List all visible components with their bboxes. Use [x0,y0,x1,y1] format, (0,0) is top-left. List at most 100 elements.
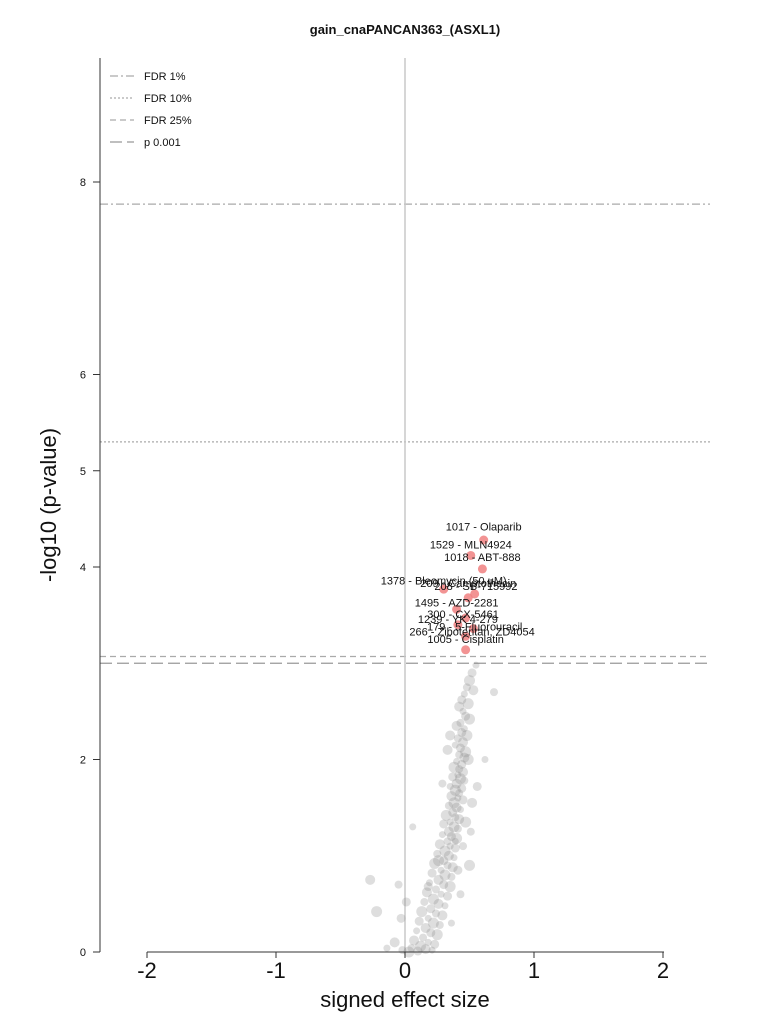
nonsignificant-point [413,946,423,956]
nonsignificant-point [464,713,475,725]
y-axis-ticks: 0 2 4 5 6 8 [80,177,100,959]
nonsignificant-point [456,718,465,727]
nonsignificant-point [457,759,467,769]
nonsignificant-point [462,698,474,710]
nonsignificant-point [435,921,444,930]
nonsignificant-point [416,906,428,918]
nonsignificant-point [450,854,458,862]
nonsignificant-point [438,779,447,788]
x-tick-label: 1 [528,958,540,983]
nonsignificant-point [472,661,480,669]
nonsignificant-point [423,882,433,892]
x-tick-label: 0 [399,958,411,983]
nonsignificant-point [460,746,472,758]
nonsignificant-point [409,823,417,831]
legend-label: p 0.001 [144,137,181,149]
nonsignificant-point [464,675,475,687]
nonsignificant-point [439,845,451,857]
significant-point [461,613,471,623]
nonsignificant-point [451,837,459,845]
x-tick-label: 2 [657,958,669,983]
significant-point [479,535,489,545]
nonsignificant-point [431,909,440,918]
nonsignificant-point [472,781,482,791]
nonsignificant-point [447,862,458,873]
nonsignificant-point [457,728,467,738]
nonsignificant-points [365,661,499,958]
nonsignificant-point [451,832,463,844]
significant-point-label: 300 - CX-5461 [427,609,499,621]
nonsignificant-point [396,913,406,923]
significant-point [452,604,462,614]
nonsignificant-point [453,824,462,833]
nonsignificant-point [446,818,454,826]
nonsignificant-point [456,806,464,814]
significant-points [439,535,489,655]
legend-label: FDR 1% [144,71,186,83]
legend-label: FDR 25% [144,115,192,127]
nonsignificant-point [442,744,453,755]
nonsignificant-point [467,668,477,678]
significant-point-label: 1378 - Bleomycin (50 uM) [381,575,507,587]
nonsignificant-point [448,772,458,782]
significant-point [463,593,473,603]
nonsignificant-point [430,939,440,949]
nonsignificant-point [459,707,467,715]
nonsignificant-point [371,906,383,918]
nonsignificant-point [481,756,489,763]
nonsignificant-point [451,741,459,749]
nonsignificant-point [409,935,420,946]
nonsignificant-point [458,795,468,805]
nonsignificant-point [458,737,469,748]
nonsignificant-point [453,865,463,875]
nonsignificant-point [490,688,499,697]
y-tick-label: 5 [80,466,86,478]
nonsignificant-point [455,789,464,798]
nonsignificant-point [447,919,455,927]
nonsignificant-point [433,849,442,858]
nonsignificant-point [460,776,469,785]
nonsignificant-point [429,857,441,869]
y-tick-label: 6 [80,370,86,382]
x-axis-label: signed effect size [320,987,490,1012]
nonsignificant-point [464,859,475,871]
nonsignificant-point [365,874,376,885]
nonsignificant-point [431,885,440,894]
nonsignificant-point [462,754,474,765]
nonsignificant-point [420,922,431,933]
nonsignificant-point [407,944,416,953]
significant-point-label: 1005 - Cisplatin [427,634,503,646]
nonsignificant-point [447,872,456,881]
x-axis-ticks: -2 -1 0 1 2 [137,952,669,983]
nonsignificant-point [426,879,434,887]
significant-point [461,631,471,641]
nonsignificant-point [414,916,424,926]
significant-point [468,624,478,634]
nonsignificant-point [459,752,470,763]
significant-point-label: 1018 - ABT-888 [444,552,520,564]
nonsignificant-point [462,683,471,692]
nonsignificant-point [440,809,452,821]
nonsignificant-point [459,842,468,851]
nonsignificant-point [443,826,454,837]
nonsignificant-point [427,868,437,878]
nonsignificant-point [389,937,400,948]
nonsignificant-point [443,850,454,861]
nonsignificant-point [401,897,411,907]
significant-point-label: 1239 - YK 4-279 [418,614,498,626]
nonsignificant-point [454,794,462,802]
nonsignificant-point [419,933,428,942]
nonsignificant-point [446,782,454,790]
significant-point [461,645,471,655]
nonsignificant-point [439,856,449,866]
nonsignificant-point [454,771,462,779]
nonsignificant-point [426,928,436,938]
nonsignificant-point [451,802,462,813]
nonsignificant-point [460,690,468,698]
nonsignificant-point [446,842,454,850]
significant-point-label: 179 - 5-Fluorouracil [427,622,522,634]
nonsignificant-point [428,946,436,954]
nonsignificant-point [458,767,469,778]
